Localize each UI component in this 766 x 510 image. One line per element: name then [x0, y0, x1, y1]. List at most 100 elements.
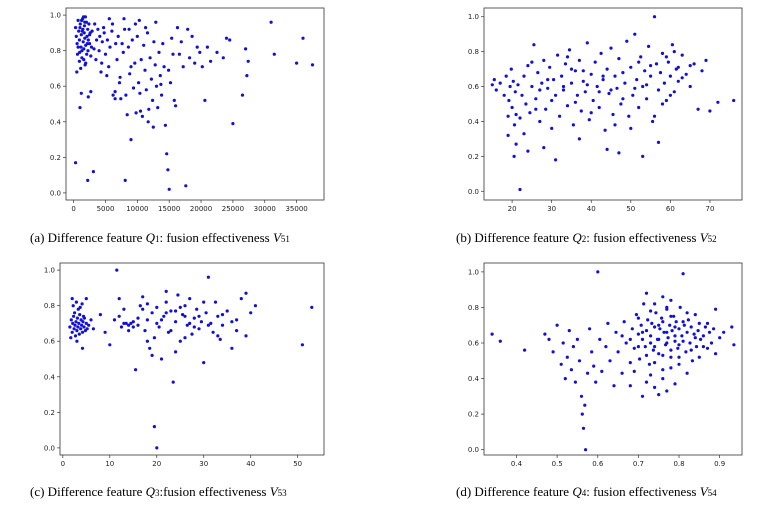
data-point-c — [159, 357, 164, 361]
data-point-a — [215, 50, 219, 55]
data-point-a — [110, 22, 115, 26]
y-tick-label-b: 0.2 — [468, 153, 479, 161]
x-tick-label-d: 0.8 — [673, 460, 684, 468]
data-point-c — [124, 321, 128, 325]
data-point-d — [594, 380, 598, 384]
data-point-a — [148, 56, 152, 60]
y-tick-label-b: 0.6 — [468, 83, 480, 91]
data-point-c — [145, 318, 149, 322]
data-point-d — [640, 337, 645, 341]
data-point-c — [148, 346, 152, 350]
data-point-c — [188, 321, 192, 325]
data-point-b — [664, 55, 669, 59]
data-point-c — [202, 300, 206, 304]
data-point-c — [145, 302, 149, 306]
data-point-a — [86, 95, 90, 99]
data-point-b — [609, 46, 613, 50]
data-point-a — [246, 59, 250, 63]
data-point-b — [512, 154, 516, 158]
data-point-d — [718, 336, 722, 340]
data-point-d — [732, 343, 736, 347]
data-point-d — [653, 385, 657, 389]
data-point-d — [662, 330, 666, 334]
data-point-c — [169, 309, 173, 313]
data-point-a — [80, 18, 84, 22]
data-point-b — [599, 51, 603, 56]
data-point-d — [657, 393, 661, 397]
data-point-b — [629, 126, 633, 130]
data-point-d — [590, 350, 594, 354]
data-point-b — [513, 90, 517, 94]
data-point-c — [74, 320, 78, 324]
data-point-d — [630, 327, 634, 331]
data-point-c — [84, 297, 88, 301]
data-point-d — [624, 341, 628, 345]
data-point-a — [100, 40, 104, 44]
data-point-b — [621, 71, 625, 75]
x-tick-label-a: 15000 — [158, 205, 180, 213]
data-point-d — [653, 325, 657, 329]
data-point-b — [611, 112, 615, 117]
data-point-a — [147, 107, 151, 111]
data-point-b — [631, 93, 635, 97]
data-point-a — [163, 123, 167, 127]
data-point-d — [604, 345, 608, 349]
data-point-b — [561, 84, 566, 89]
y-tick-label-d: 1.0 — [468, 268, 479, 276]
data-point-a — [78, 22, 82, 26]
data-point-d — [644, 291, 649, 295]
data-point-b — [569, 67, 574, 71]
data-point-c — [164, 300, 168, 304]
data-point-d — [596, 270, 600, 274]
data-point-b — [603, 128, 607, 132]
data-point-b — [546, 78, 550, 82]
data-point-a — [154, 20, 158, 24]
data-point-b — [643, 69, 647, 73]
data-point-d — [616, 350, 620, 354]
data-point-d — [669, 355, 673, 359]
data-point-d — [681, 272, 685, 276]
data-point-b — [641, 84, 645, 89]
data-point-b — [627, 114, 631, 118]
x-tick-label-a: 25000 — [222, 205, 244, 213]
data-point-c — [134, 368, 138, 372]
data-point-b — [660, 102, 665, 106]
data-point-a — [100, 61, 104, 65]
data-point-b — [654, 62, 659, 66]
data-point-c — [192, 325, 196, 329]
data-point-a — [88, 42, 92, 46]
data-point-d — [632, 369, 636, 373]
data-point-d — [714, 352, 718, 356]
data-point-b — [676, 65, 680, 69]
y-tick-label-d: 0.0 — [468, 446, 479, 454]
data-point-b — [510, 105, 514, 110]
data-point-b — [542, 58, 546, 63]
data-point-a — [193, 61, 197, 65]
data-point-c — [75, 329, 79, 333]
data-point-c — [249, 311, 253, 315]
panel-c: 0 10 20 30 40 50 0.0 0.2 0.4 0.6 0.8 1.0 (c) Differe… — [30, 262, 325, 499]
data-point-b — [672, 90, 676, 94]
data-point-a — [165, 152, 169, 156]
data-point-d — [684, 350, 688, 354]
data-point-a — [114, 42, 118, 46]
plot-frame-a — [65, 7, 325, 201]
data-point-b — [558, 114, 562, 118]
data-point-a — [174, 104, 178, 108]
data-point-a — [85, 42, 89, 46]
data-point-d — [555, 323, 559, 327]
data-point-b — [615, 86, 619, 90]
data-point-a — [92, 47, 96, 51]
data-point-b — [577, 137, 582, 141]
data-point-c — [87, 323, 91, 327]
data-point-a — [74, 161, 78, 165]
data-point-b — [704, 58, 708, 63]
data-point-c — [220, 313, 225, 317]
data-point-d — [649, 373, 653, 377]
data-point-d — [638, 357, 642, 361]
data-point-c — [80, 302, 84, 306]
data-point-c — [211, 330, 215, 334]
data-point-a — [131, 86, 136, 90]
data-point-a — [85, 34, 89, 39]
